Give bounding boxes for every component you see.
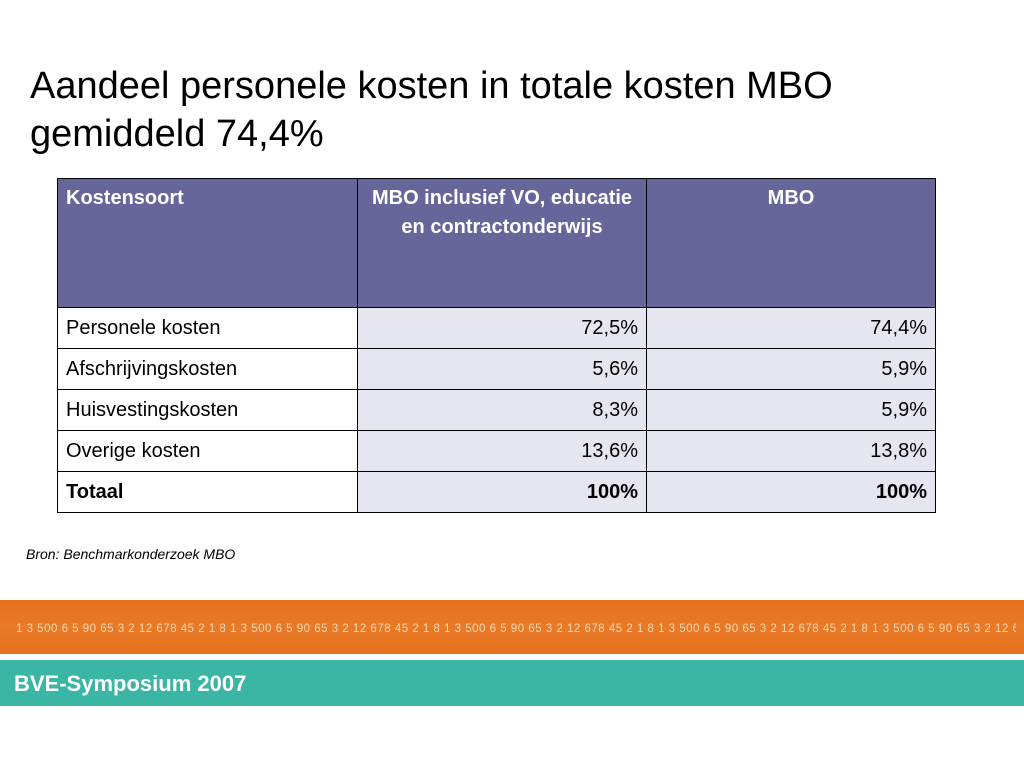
table-row: Huisvestingskosten 8,3% 5,9% [57, 389, 936, 431]
cell-mbo: 74,4% [646, 307, 936, 349]
teal-footer-band [0, 660, 1024, 706]
cell-mbo: 5,9% [646, 348, 936, 390]
table-header-row: Kostensoort MBO inclusief VO, educatie e… [57, 178, 936, 308]
row-label: Overige kosten [57, 430, 358, 472]
header-mbo: MBO [646, 178, 936, 308]
cost-table: Kostensoort MBO inclusief VO, educatie e… [57, 178, 936, 513]
table-total-row: Totaal 100% 100% [57, 471, 936, 513]
source-note: Bron: Benchmarkonderzoek MBO [26, 546, 236, 562]
slide-title-line-2: gemiddeld 74,4% [30, 113, 324, 155]
cell-mbo: 5,9% [646, 389, 936, 431]
row-label: Huisvestingskosten [57, 389, 358, 431]
cell-mbo-inclusief: 5,6% [357, 348, 647, 390]
cell-mbo: 13,8% [646, 430, 936, 472]
orange-footer-band [0, 600, 1024, 654]
number-strip: 1 3 500 6 5 90 65 3 2 12 678 45 2 1 8 1 … [16, 623, 1016, 635]
slide-title-line-1: Aandeel personele kosten in totale koste… [30, 65, 833, 107]
event-name: BVE-Symposium 2007 [14, 671, 247, 696]
table-row: Afschrijvingskosten 5,6% 5,9% [57, 348, 936, 390]
row-label: Personele kosten [57, 307, 358, 349]
total-mbo: 100% [646, 471, 936, 513]
slide-title: Aandeel personele kosten in totale koste… [30, 62, 990, 158]
cell-mbo-inclusief: 8,3% [357, 389, 647, 431]
table-row: Overige kosten 13,6% 13,8% [57, 430, 936, 472]
row-label: Afschrijvingskosten [57, 348, 358, 390]
header-mbo-inclusief: MBO inclusief VO, educatie en contracton… [357, 178, 647, 308]
table-row: Personele kosten 72,5% 74,4% [57, 307, 936, 349]
total-mbo-inclusief: 100% [357, 471, 647, 513]
footer-divider [0, 654, 1024, 660]
cell-mbo-inclusief: 13,6% [357, 430, 647, 472]
cell-mbo-inclusief: 72,5% [357, 307, 647, 349]
total-label: Totaal [57, 471, 358, 513]
header-kostensoort: Kostensoort [57, 178, 358, 308]
